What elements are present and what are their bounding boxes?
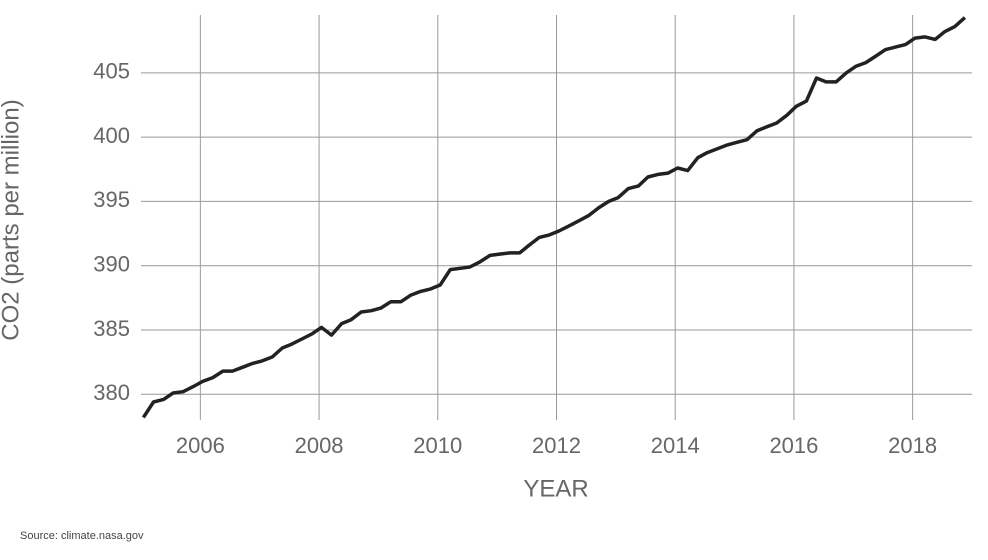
data-line [141, 16, 967, 419]
y-tick-label: 385 [93, 316, 130, 341]
x-tick-label: 2006 [176, 433, 225, 458]
x-tick-label: 2012 [532, 433, 581, 458]
y-tick-label: 380 [93, 380, 130, 405]
y-tick-label: 395 [93, 187, 130, 212]
x-tick-label: 2010 [413, 433, 462, 458]
y-tick-label: 390 [93, 252, 130, 277]
x-axis-label: YEAR [523, 475, 588, 502]
y-tick-label: 400 [93, 123, 130, 148]
x-tick-label: 2014 [651, 433, 700, 458]
y-axis-label: CO2 (parts per million) [0, 99, 24, 340]
y-tick-label: 405 [93, 59, 130, 84]
x-tick-label: 2016 [769, 433, 818, 458]
x-tick-label: 2018 [888, 433, 937, 458]
x-tick-label: 2008 [295, 433, 344, 458]
source-note: Source: climate.nasa.gov [20, 530, 144, 542]
